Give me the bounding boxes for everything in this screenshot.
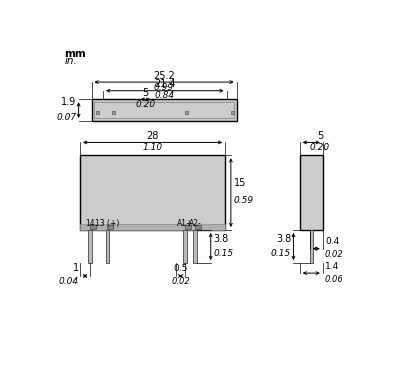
Text: 1.9: 1.9 [61, 97, 76, 107]
Text: 0.06: 0.06 [325, 275, 344, 283]
Bar [231, 111, 234, 114]
Text: 0.15: 0.15 [271, 250, 291, 258]
Bar [300, 155, 323, 230]
Bar [185, 111, 188, 114]
Text: in.: in. [64, 56, 77, 66]
Bar [96, 111, 99, 114]
Text: mm: mm [64, 49, 86, 59]
Bar [88, 230, 92, 263]
Bar [183, 230, 187, 263]
Text: 0.84: 0.84 [155, 91, 175, 100]
Text: 0.59: 0.59 [234, 195, 254, 204]
Bar [193, 230, 197, 263]
Text: 1.4: 1.4 [325, 262, 339, 271]
Bar [185, 225, 191, 229]
Bar [94, 102, 234, 118]
Text: 0.5: 0.5 [173, 264, 188, 273]
Text: 0.04: 0.04 [58, 278, 79, 286]
Text: 21.4: 21.4 [154, 79, 176, 89]
Text: 3.8: 3.8 [214, 233, 229, 244]
Bar [310, 230, 313, 263]
Text: 0.99: 0.99 [154, 83, 174, 92]
Text: 0.02: 0.02 [171, 278, 190, 286]
Text: 15: 15 [234, 178, 246, 188]
Text: 5: 5 [142, 88, 148, 98]
Bar [90, 225, 96, 229]
Text: 0.4: 0.4 [325, 237, 339, 246]
Text: 0.15: 0.15 [214, 250, 234, 258]
Bar [80, 224, 225, 230]
Text: 3.8: 3.8 [276, 233, 291, 244]
Bar [80, 155, 225, 230]
Text: 14: 14 [85, 219, 95, 228]
Text: 13 (+): 13 (+) [95, 219, 120, 228]
Text: 5: 5 [317, 131, 323, 141]
Bar [112, 111, 114, 114]
Text: 0.20: 0.20 [135, 100, 156, 109]
Text: A1+: A1+ [177, 219, 193, 228]
Text: 0.20: 0.20 [310, 143, 330, 152]
Bar [195, 225, 201, 229]
Text: 1.10: 1.10 [142, 143, 163, 152]
Bar [107, 225, 113, 229]
Text: 1: 1 [72, 263, 79, 273]
Text: 0.02: 0.02 [325, 250, 344, 259]
Bar [92, 99, 236, 121]
Text: 28: 28 [146, 131, 159, 141]
Text: A2-: A2- [188, 219, 201, 228]
Text: 25.2: 25.2 [153, 70, 175, 81]
Text: 0.07: 0.07 [56, 113, 76, 122]
Bar [106, 230, 109, 263]
